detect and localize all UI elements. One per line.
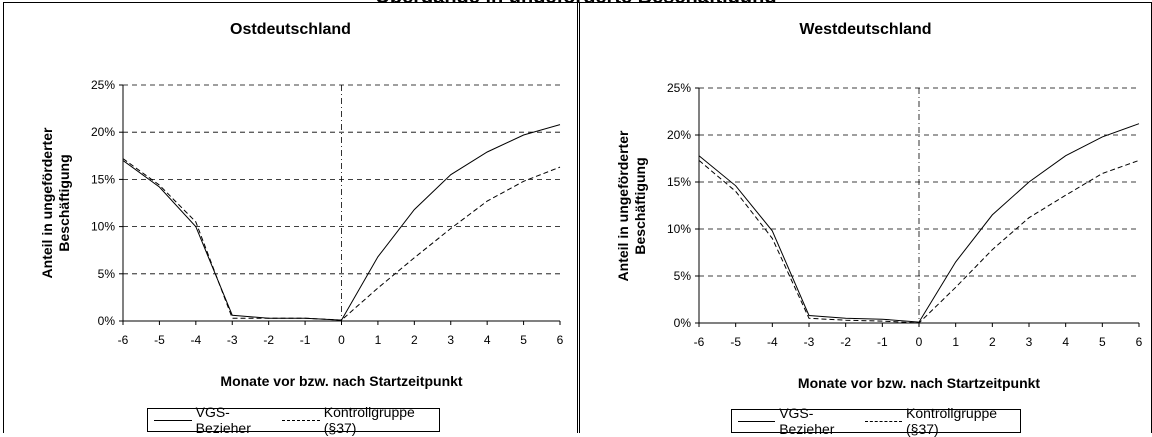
y-tick-label: 15%: [667, 175, 691, 189]
x-tick-label: -2: [840, 335, 851, 349]
legend-label-vgs: VGS-Bezieher: [195, 404, 251, 436]
x-tick-label: -3: [227, 333, 238, 347]
x-tick-label: 0: [338, 333, 345, 347]
y-tick-label: 25%: [91, 78, 115, 92]
x-tick-label: 1: [952, 335, 959, 349]
x-tick-label: -5: [154, 333, 165, 347]
legend-item-vgs: VGS-Bezieher: [154, 404, 272, 436]
panel-westdeutschland: Westdeutschland 0% 5% 10% 15% 20% 25% -6 -5 -4 -3…: [579, 2, 1152, 437]
chart-plot-west: 0% 5% 10% 15% 20% 25% -6 -5 -4 -3 -2 -1 0 1 2 3 4 5 6 Monat…: [615, 81, 1143, 391]
legend-item-kontroll: Kontrollgruppe (§37): [282, 404, 433, 436]
x-tick-label: 3: [1026, 335, 1033, 349]
legend-item-kontroll: Kontrollgruppe (§37): [864, 405, 1014, 437]
x-tick-label: 0: [916, 335, 923, 349]
y-tick-label: 5%: [674, 269, 692, 283]
legend-swatch-dashed: [282, 419, 320, 421]
x-tick-label: 1: [375, 333, 382, 347]
y-tick-label: 5%: [98, 267, 116, 281]
y-tick-label: 20%: [91, 125, 115, 139]
y-tick-label: 15%: [91, 172, 115, 186]
legend-swatch-solid: [154, 419, 192, 421]
x-tick-label: -4: [767, 335, 778, 349]
x-tick-label: 2: [989, 335, 996, 349]
x-axis-title: Monate vor bzw. nach Startzeitpunkt: [798, 375, 1041, 391]
y-tick-label: 20%: [667, 128, 691, 142]
legend-label-kontroll: Kontrollgruppe (§37): [906, 405, 998, 437]
x-tick-label: 5: [520, 333, 527, 347]
y-tick-label: 25%: [667, 81, 691, 95]
x-tick-label: 5: [1099, 335, 1106, 349]
y-tick-label: 10%: [667, 222, 691, 236]
y-axis-title: Anteil in ungeförderter Beschäftigung: [39, 127, 72, 278]
x-tick-label: -4: [190, 333, 201, 347]
series-line-kontrollgruppe: [122, 158, 561, 321]
x-axis-title: Monate vor bzw. nach Startzeitpunkt: [220, 373, 463, 389]
y-axis-title-line2: Beschäftigung: [56, 154, 72, 251]
series-line-vgs: [122, 124, 561, 321]
y-tick-label: 0%: [674, 316, 692, 330]
chart-legend: VGS-Bezieher Kontrollgruppe (§37): [147, 404, 440, 436]
y-tick-label: 0%: [98, 314, 116, 328]
chart-plot-ost: 0% 5% 10% 15% 20% 25% -6 -5 -4 -3 -2 -1 0 1 2 3 4 5 6 Monat…: [39, 78, 564, 389]
x-tick-label: -1: [877, 335, 888, 349]
chart-legend: VGS-Bezieher Kontrollgruppe (§37): [731, 405, 1021, 437]
x-tick-label: -2: [263, 333, 274, 347]
x-tick-label: 2: [411, 333, 418, 347]
x-tick-label: 3: [447, 333, 454, 347]
legend-label-kontroll: Kontrollgruppe (§37): [323, 404, 415, 436]
chart-title: Westdeutschland: [799, 21, 932, 38]
legend-swatch-dashed: [864, 420, 903, 422]
chart-title: Ostdeutschland: [230, 21, 351, 38]
legend-item-vgs: VGS-Bezieher: [738, 405, 855, 437]
x-tick-label: -1: [300, 333, 311, 347]
legend-swatch-solid: [738, 420, 776, 422]
series-line-vgs: [698, 123, 1140, 323]
y-axis-title-line2: Beschäftigung: [632, 157, 648, 254]
y-axis-title: Anteil in ungeförderter Beschäftigung: [615, 130, 648, 281]
x-tick-label: -3: [804, 335, 815, 349]
x-tick-label: -5: [730, 335, 741, 349]
y-tick-label: 10%: [91, 220, 115, 234]
x-tick-label: 6: [1136, 335, 1143, 349]
x-tick-label: 6: [557, 333, 564, 347]
y-axis-title-line1: Anteil in ungeförderter: [39, 127, 55, 278]
legend-label-vgs: VGS-Bezieher: [779, 405, 835, 437]
x-tick-label: 4: [1062, 335, 1069, 349]
series-line-kontrollgruppe: [698, 159, 1140, 324]
x-tick-label: 4: [484, 333, 491, 347]
x-tick-label: -6: [694, 335, 705, 349]
y-axis-title-line1: Anteil in ungeförderter: [615, 130, 631, 281]
panel-ostdeutschland: Ostdeutschland 0% 5% 10% 15% 20% 25% -6 -5 -4 -3 -…: [3, 2, 578, 436]
x-tick-label: -6: [118, 333, 129, 347]
